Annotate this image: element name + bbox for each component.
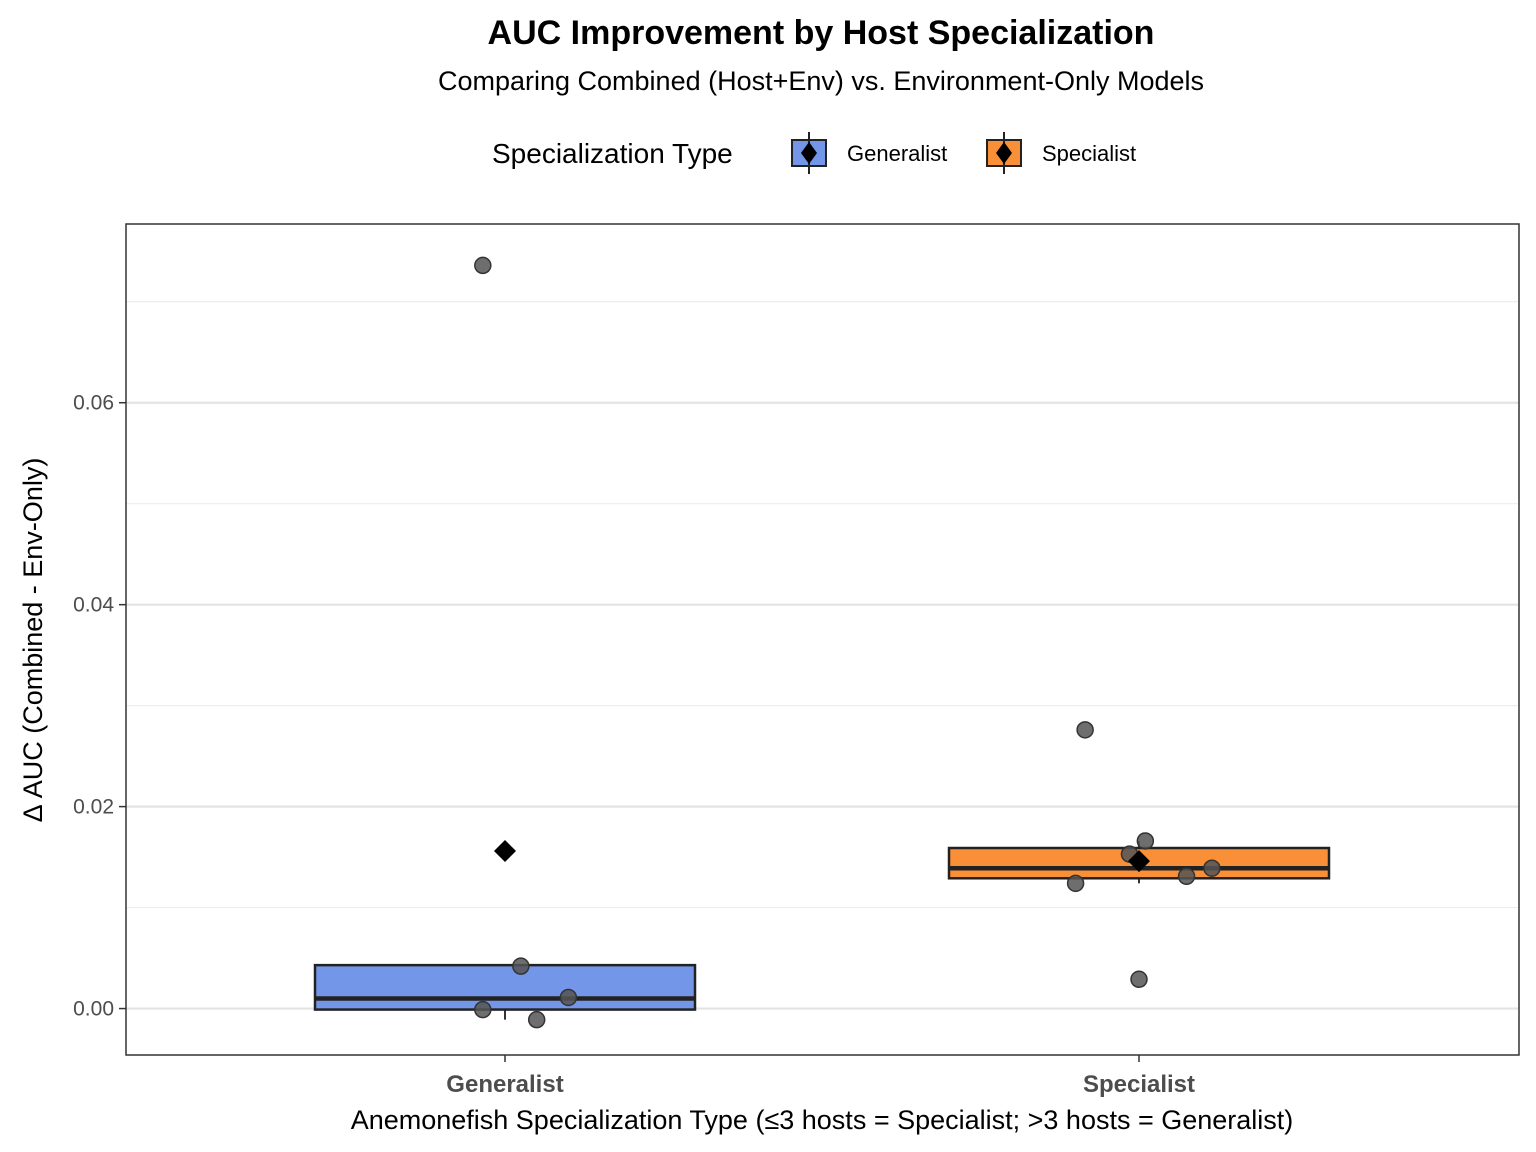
data-point [1076, 721, 1094, 739]
y-tick-label: 0.00 [73, 998, 114, 1021]
data-point [1066, 874, 1085, 893]
plot-panel-border [125, 223, 1520, 1056]
legend-mean-marker-specialist [996, 142, 1012, 164]
data-point [1177, 867, 1196, 886]
data-point [559, 988, 578, 1007]
box-generalist [313, 963, 697, 1011]
legend-mean-marker-generalist [801, 142, 817, 164]
x-tick-label: Specialist [1083, 1071, 1195, 1098]
x-tick-label: Generalist [446, 1071, 563, 1098]
legend: Specialization Type Generalist Specialis… [492, 132, 1136, 174]
plot-panel-background [126, 224, 1519, 1055]
legend-title: Specialization Type [492, 138, 733, 169]
data-point [1130, 970, 1148, 989]
x-axis-title: Anemonefish Specialization Type (≤3 host… [351, 1105, 1294, 1135]
y-tick-label: 0.04 [73, 594, 114, 617]
data-point [1203, 859, 1221, 877]
data-point [474, 256, 492, 275]
mean-marker [494, 840, 516, 863]
x-axis: Generalist Specialist [446, 1055, 1195, 1098]
legend-key-generalist [791, 132, 827, 174]
y-tick-label: 0.06 [73, 392, 114, 415]
legend-label-generalist: Generalist [847, 141, 947, 166]
mean-markers [494, 840, 1150, 873]
legend-label-specialist: Specialist [1042, 141, 1136, 166]
chart-subtitle: Comparing Combined (Host+Env) vs. Enviro… [438, 66, 1204, 96]
data-points [474, 256, 1221, 1029]
y-axis: 0.00 0.02 0.04 0.06 [73, 392, 126, 1021]
data-point [512, 957, 530, 975]
data-point [1136, 832, 1155, 850]
chart-title: AUC Improvement by Host Specialization [488, 14, 1155, 52]
boxes [313, 840, 1331, 1020]
mean-marker [1128, 850, 1150, 873]
y-tick-label: 0.02 [73, 796, 114, 819]
gridlines [126, 301, 1519, 1010]
y-axis-title: Δ AUC (Combined - Env-Only) [18, 458, 48, 823]
data-point [474, 1000, 492, 1019]
legend-key-specialist [986, 132, 1022, 174]
data-point [527, 1010, 546, 1029]
